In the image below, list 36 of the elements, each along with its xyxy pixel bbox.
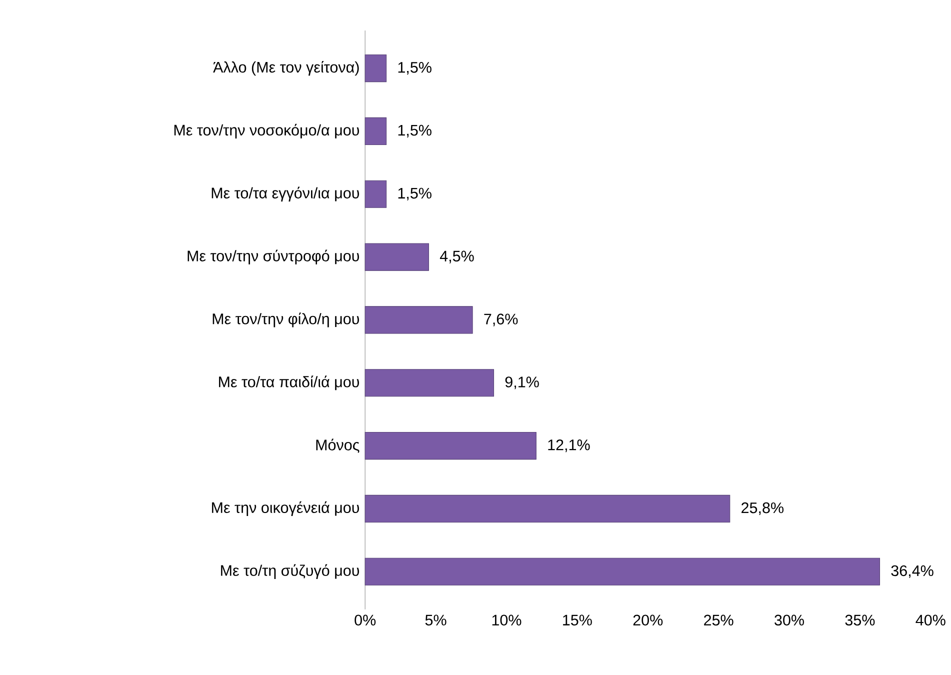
x-tick-label: 35% [845, 614, 875, 626]
data-label: 36,4% [891, 565, 934, 578]
y-tick-label: Με το/τη σύζυγό μου [221, 564, 359, 579]
x-tick-label: 25% [704, 614, 734, 626]
x-tick-label: 5% [425, 614, 446, 626]
data-label: 12,1% [548, 439, 590, 452]
y-tick-label: Άλλο (Με τον γείτονα) [213, 60, 359, 76]
bar [364, 306, 473, 334]
y-tick-label: Με τον/την σύντροφό μου [188, 250, 359, 264]
x-tick-label: 0% [354, 614, 376, 626]
data-label: 1,5% [398, 62, 432, 75]
data-label: 25,8% [742, 502, 784, 515]
data-label: 1,5% [398, 124, 432, 138]
x-tick-label: 30% [774, 614, 804, 626]
y-tick-label: Με το/τα παιδί/ιά μου [219, 376, 359, 390]
x-tick-label: 40% [916, 614, 946, 626]
y-tick-label: Με το/τα εγγόνι/ια μου [212, 186, 359, 202]
bar [364, 117, 387, 145]
data-label: 4,5% [440, 250, 474, 264]
data-label: 1,5% [398, 188, 432, 200]
data-label: 9,1% [505, 376, 539, 390]
y-tick-label: Με την οικογένειά μου [212, 501, 359, 516]
x-tick-label: 10% [492, 614, 522, 626]
bar [364, 243, 429, 271]
bar [364, 558, 880, 586]
bar [364, 432, 536, 460]
x-tick-label: 15% [563, 614, 592, 626]
bar [364, 180, 387, 208]
x-tick-label: 20% [633, 614, 663, 626]
bar [364, 54, 387, 82]
bar [364, 369, 494, 397]
y-tick-label: Μόνος [316, 438, 360, 453]
data-label: 7,6% [484, 314, 518, 326]
bar [364, 494, 730, 522]
y-tick-label: Με τον/την νοσοκόμο/α μου [174, 124, 359, 139]
y-tick-label: Με τον/την φίλο/η μου [212, 312, 359, 328]
